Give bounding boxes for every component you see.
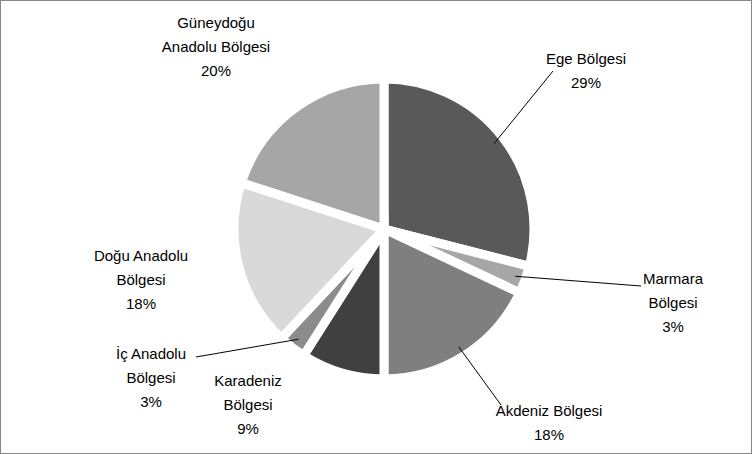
svg-text:İç AnadoluBölgesi3%: İç AnadoluBölgesi3% — [116, 345, 186, 410]
svg-text:Doğu AnadoluBölgesi18%: Doğu AnadoluBölgesi18% — [94, 247, 188, 312]
svg-text:Akdeniz Bölgesi18%: Akdeniz Bölgesi18% — [496, 402, 603, 443]
svg-text:Ege Bölgesi29%: Ege Bölgesi29% — [546, 50, 626, 91]
svg-text:MarmaraBölgesi3%: MarmaraBölgesi3% — [643, 270, 704, 335]
svg-text:GüneydoğuAnadolu Bölgesi20%: GüneydoğuAnadolu Bölgesi20% — [162, 14, 270, 79]
svg-text:KaradenizBölgesi9%: KaradenizBölgesi9% — [214, 372, 282, 437]
